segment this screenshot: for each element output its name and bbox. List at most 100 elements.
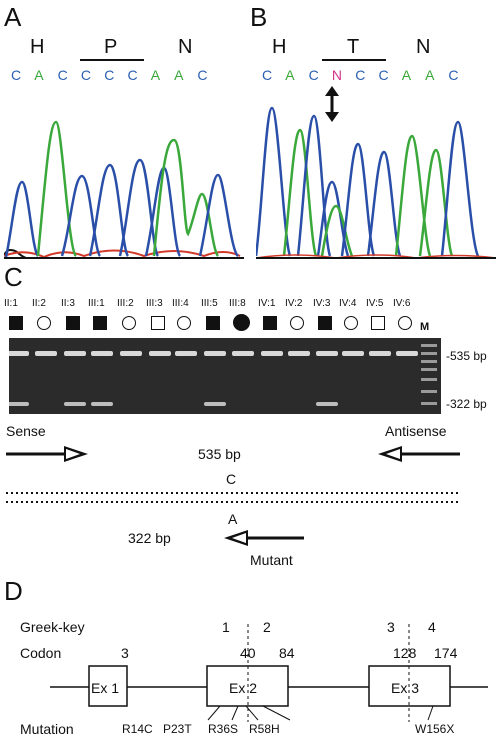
sequence-base: C xyxy=(448,67,459,83)
pedigree-symbol-circle-open xyxy=(177,316,191,330)
gel-band-535 xyxy=(64,351,86,356)
pedigree-symbol-square-filled xyxy=(318,316,332,330)
band-535-label: -535 bp xyxy=(446,349,487,363)
lane-label: IV:1 xyxy=(258,298,276,309)
lane-label: IV:3 xyxy=(313,298,331,309)
exon-2-label: Ex 2 xyxy=(229,680,258,696)
mutation-w156x: W156X xyxy=(415,722,455,736)
lane-label: III:1 xyxy=(88,298,105,309)
gel-band-322 xyxy=(7,402,29,406)
sequence-base: C xyxy=(11,67,22,83)
codon-84: 84 xyxy=(279,645,295,661)
antisense-label: Antisense xyxy=(385,423,447,439)
mutation-r14c: R14C xyxy=(122,722,153,736)
lane-label: III:4 xyxy=(172,298,189,309)
marker-ladder-band xyxy=(421,360,437,363)
codon-label: Codon xyxy=(20,645,62,661)
pedigree-symbol-square-filled xyxy=(93,316,107,330)
lane-label: III:3 xyxy=(146,298,163,309)
codon-3: 3 xyxy=(121,645,129,661)
gel-band-322 xyxy=(91,402,113,406)
sequence-base: C xyxy=(127,67,138,83)
panel-b-aa-n: N xyxy=(416,36,431,58)
pedigree-symbol-circle-open xyxy=(398,316,412,330)
dna-strands xyxy=(6,492,458,503)
gel-band-535 xyxy=(261,351,283,356)
mutation-r36s: R36S xyxy=(208,722,239,736)
lane-label: III:5 xyxy=(201,298,218,309)
lane-label: III:2 xyxy=(117,298,134,309)
panel-b-aa-h: H xyxy=(272,36,287,58)
sequence-base: A xyxy=(401,67,412,83)
pedigree-symbol-circle-open xyxy=(290,316,304,330)
gel-band-535 xyxy=(396,351,418,356)
panel-b-aa-t: T xyxy=(347,36,360,58)
sequence-base: A xyxy=(174,67,184,83)
gel-band-535 xyxy=(232,351,254,356)
antisense-arrow-icon xyxy=(378,446,460,462)
gel-band-535 xyxy=(120,351,142,356)
band-322-label: -322 bp xyxy=(446,397,487,411)
exon-3-label: Ex 3 xyxy=(391,680,420,696)
gel-band-535 xyxy=(288,351,310,356)
sequence-base: A xyxy=(34,67,44,83)
marker-label: M xyxy=(420,321,430,333)
product-535-label: 535 bp xyxy=(198,446,241,462)
panel-c-letter: C xyxy=(4,262,23,292)
panel-a-aa-p: P xyxy=(104,36,118,58)
panel-b-letter: B xyxy=(250,2,268,32)
gel-band-535 xyxy=(204,351,226,356)
sense-arrow-icon xyxy=(6,446,88,462)
pedigree-symbol-square-open xyxy=(151,316,165,330)
marker-ladder-band xyxy=(421,378,437,381)
sequence-base: C xyxy=(104,67,115,83)
greek-key-3: 3 xyxy=(387,619,395,635)
marker-ladder-band xyxy=(421,368,437,371)
pedigree-symbol-circle-filled xyxy=(232,314,250,331)
marker-ladder-band xyxy=(421,402,437,405)
pedigree-symbol-circle-open xyxy=(122,316,136,330)
lane-label: II:2 xyxy=(32,298,46,309)
gel-band-535 xyxy=(316,351,338,356)
sequence-base: C xyxy=(57,67,68,83)
lane-label: IV:2 xyxy=(285,298,303,309)
panel-d-letter: D xyxy=(4,576,23,606)
double-arrow-icon xyxy=(325,86,339,122)
sequence-base: A xyxy=(285,67,295,83)
sequence-base: N xyxy=(331,67,343,83)
lane-label: IV:6 xyxy=(393,298,411,309)
pedigree-symbol-square-filled xyxy=(66,316,80,330)
mutant-base-label: A xyxy=(228,511,238,527)
sequence-base: C xyxy=(308,67,319,83)
mutant-arrow-icon xyxy=(224,530,304,546)
sequence-base: C xyxy=(262,67,273,83)
exon-1-label: Ex 1 xyxy=(91,680,120,696)
gel-band-535 xyxy=(342,351,364,356)
mutant-label: Mutant xyxy=(250,552,293,568)
pedigree-symbol-square-filled xyxy=(263,316,277,330)
pedigree-symbol-square-open xyxy=(371,316,385,330)
lane-label: II:1 xyxy=(4,298,18,309)
pedigree-symbol-circle-open xyxy=(37,316,51,330)
gel-image xyxy=(7,338,441,414)
lane-label: II:3 xyxy=(61,298,75,309)
gel-band-535 xyxy=(91,351,113,356)
gel-band-535 xyxy=(149,351,171,356)
gel-band-535 xyxy=(175,351,197,356)
sense-label: Sense xyxy=(6,423,46,439)
codon-174: 174 xyxy=(434,645,458,661)
panel-a-aa-h: H xyxy=(30,36,45,58)
marker-ladder-band xyxy=(421,344,437,347)
panel-a-aa-n: N xyxy=(178,36,193,58)
pedigree-symbol-square-filled xyxy=(9,316,23,330)
gel-band-535 xyxy=(369,351,391,356)
panel-a-letter: A xyxy=(4,2,22,32)
gel-band-322 xyxy=(64,402,86,406)
sequence-base: A xyxy=(425,67,435,83)
panel-a-codon-bar xyxy=(80,59,144,61)
gel-band-535 xyxy=(7,351,29,356)
chromatogram-b xyxy=(256,106,496,259)
marker-ladder-band xyxy=(421,390,437,393)
greek-key-4: 4 xyxy=(428,619,436,635)
mutation-p23t: P23T xyxy=(163,722,192,736)
